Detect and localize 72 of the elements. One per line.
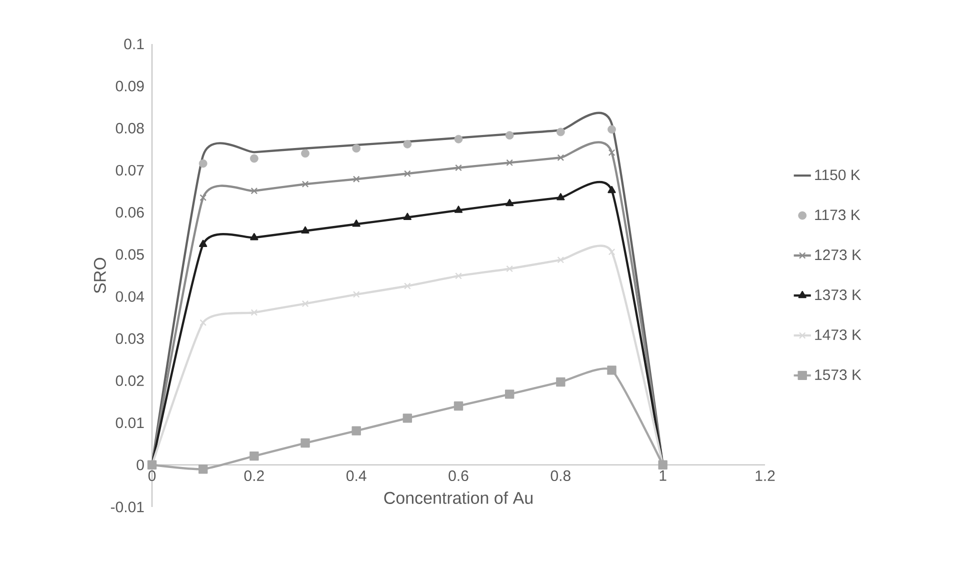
point	[250, 233, 258, 240]
point	[352, 291, 360, 298]
point	[454, 134, 463, 144]
point	[454, 206, 463, 213]
point	[301, 226, 310, 234]
point	[506, 265, 514, 272]
legend-label: 1573 K	[815, 369, 862, 380]
point	[199, 240, 208, 247]
point	[200, 319, 207, 326]
point	[403, 140, 412, 148]
x-axis-title: Concentration of Au	[384, 491, 532, 504]
legend-label: 1173 K	[815, 210, 860, 220]
point	[300, 438, 310, 448]
point	[556, 193, 565, 200]
point	[250, 154, 258, 163]
point	[608, 149, 616, 156]
point	[352, 220, 360, 227]
y-tick-label: 0.1	[124, 38, 144, 50]
y-tick-label: 0.09	[116, 80, 144, 92]
point	[250, 451, 259, 461]
point	[557, 154, 564, 162]
y-axis-title: SRO	[94, 258, 106, 294]
point	[504, 390, 514, 399]
x-tick-label: 0	[148, 470, 156, 482]
point	[404, 170, 411, 178]
point	[352, 176, 360, 183]
y-tick-label: 0.07	[116, 164, 144, 176]
y-tick-label: 0.08	[116, 122, 144, 134]
point	[506, 198, 514, 206]
y-tick-label: 0.04	[116, 291, 144, 302]
x-tick-label: 0.4	[346, 470, 366, 482]
point	[454, 401, 464, 411]
point	[200, 194, 207, 202]
point	[402, 414, 412, 423]
point	[556, 128, 565, 136]
x-tick-label: 0.8	[550, 470, 570, 482]
legend-label: 1473 K	[815, 329, 862, 340]
point	[250, 187, 258, 194]
y-tick-label: 0.02	[116, 375, 144, 386]
legend-label: 1150 K	[815, 170, 860, 180]
x-tick-label: 1	[660, 470, 666, 481]
legend-label: 1373 K	[815, 289, 862, 300]
point	[352, 144, 361, 153]
y-tick-label: 0.06	[116, 207, 144, 218]
point	[198, 159, 208, 168]
x-tick-label: 1.2	[756, 470, 775, 481]
point	[556, 377, 566, 387]
y-tick-label: -0.01	[110, 502, 144, 512]
legend-label: 1273 K	[815, 250, 862, 260]
point	[506, 159, 514, 166]
point	[250, 309, 258, 316]
point	[608, 186, 616, 194]
y-tick-label: 0.03	[116, 333, 144, 344]
point	[302, 180, 309, 188]
point	[608, 248, 616, 256]
y-tick-label: 0	[136, 460, 144, 470]
point	[455, 272, 462, 280]
y-tick-label: 0.05	[116, 249, 144, 260]
point	[557, 256, 564, 264]
point	[608, 125, 616, 134]
point	[505, 131, 514, 140]
point	[404, 282, 411, 290]
point	[302, 300, 309, 308]
point	[198, 464, 208, 474]
point	[352, 426, 361, 436]
y-tick-label: 0.01	[116, 417, 144, 428]
point	[607, 366, 616, 375]
point	[301, 149, 310, 158]
x-tick-label: 0.2	[244, 470, 264, 482]
x-tick-label: 0.6	[448, 470, 468, 482]
point	[403, 212, 412, 220]
point	[455, 164, 462, 172]
